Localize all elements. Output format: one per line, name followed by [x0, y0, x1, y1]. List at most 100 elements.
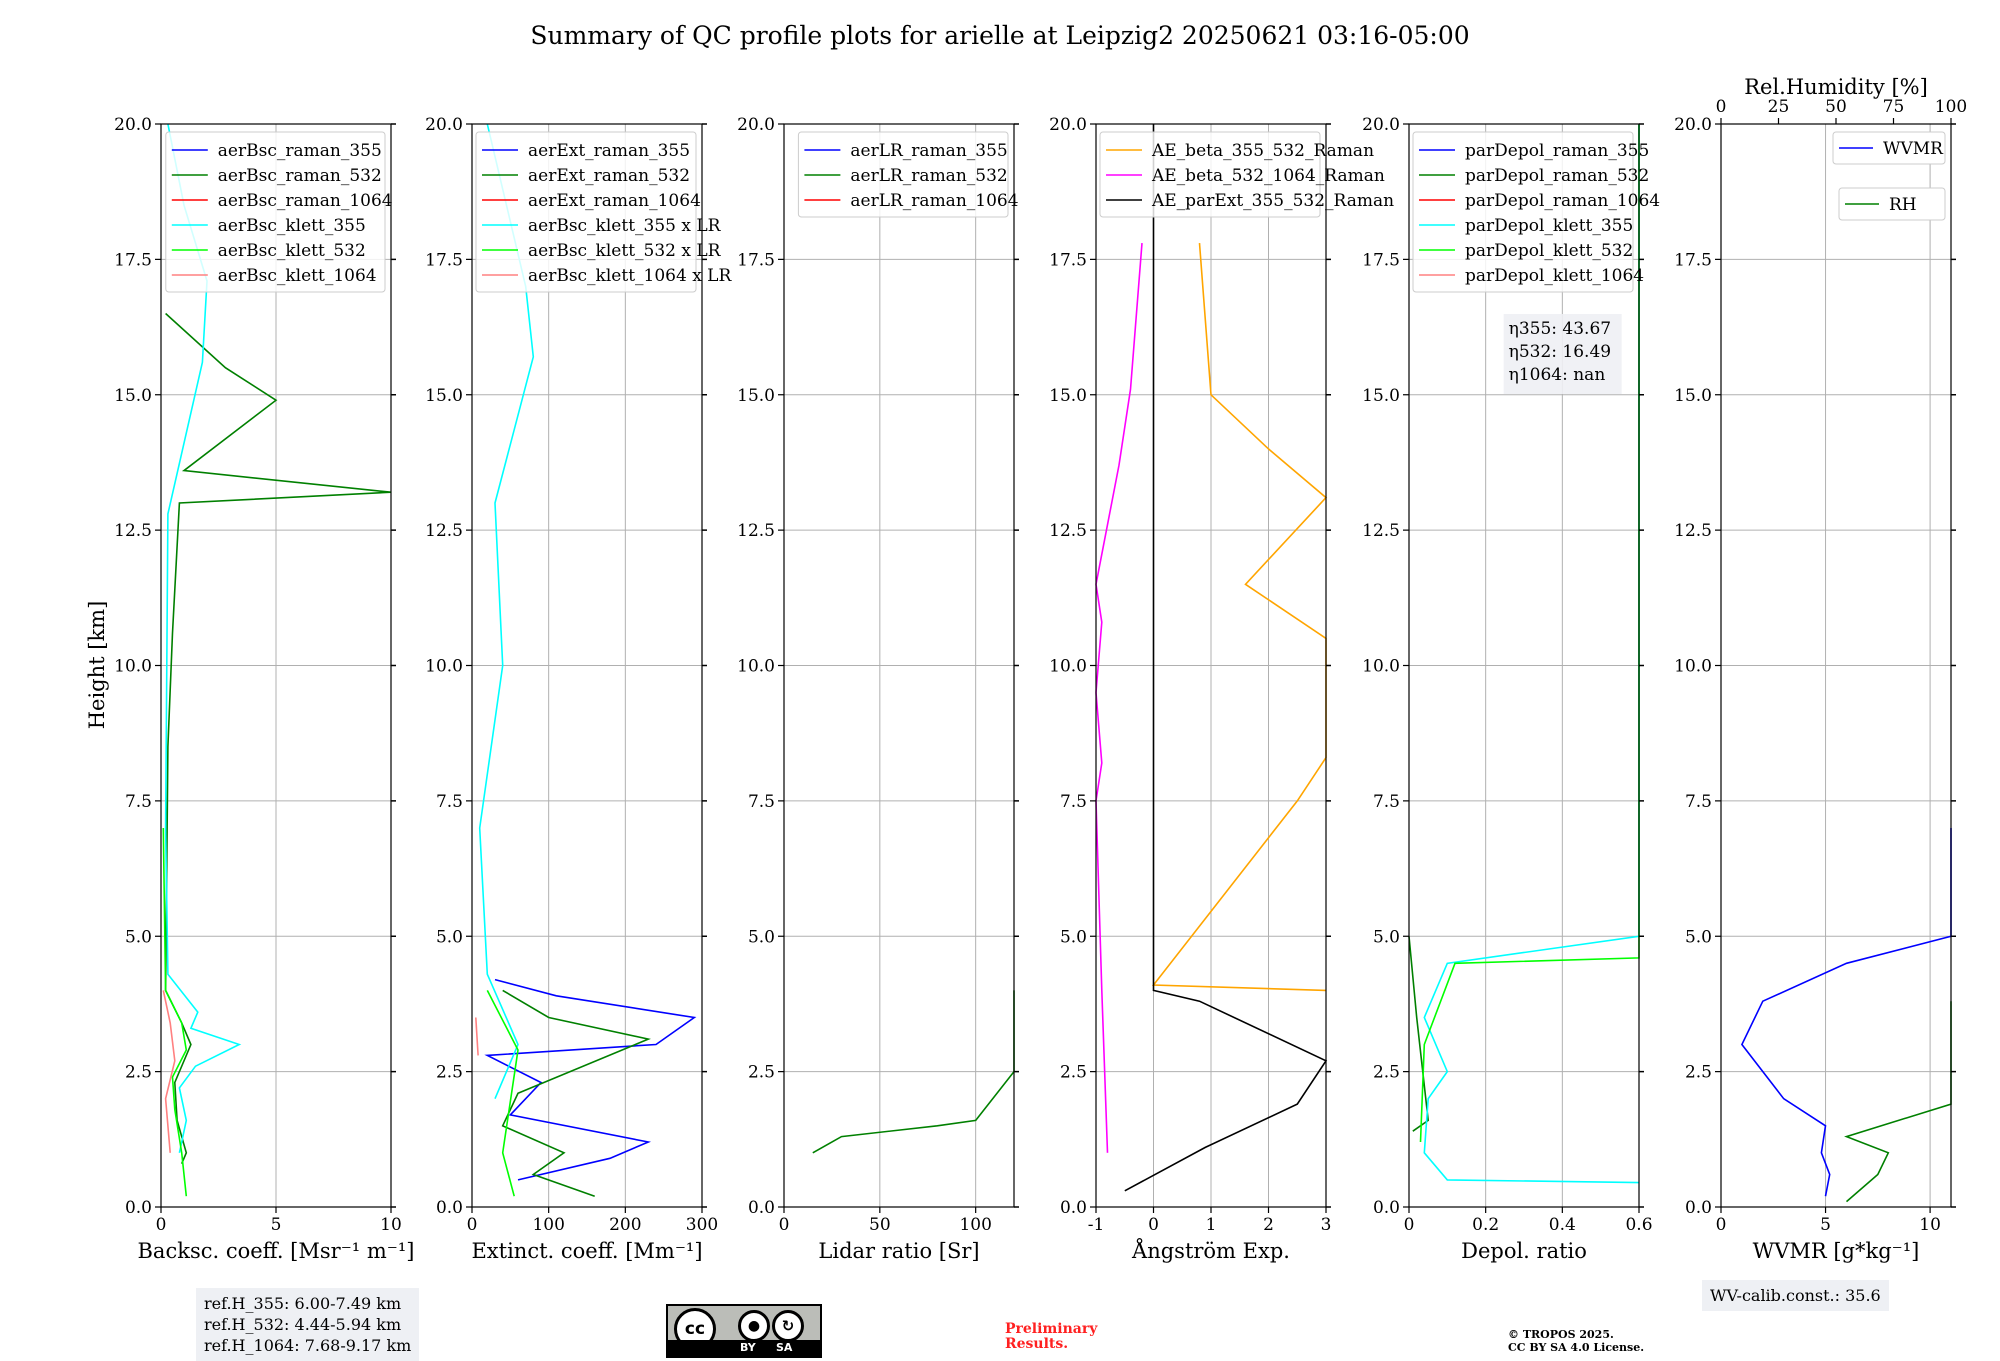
legend-label: parDepol_klett_532 — [1465, 241, 1633, 261]
eta-annotation: η355: 43.67 — [1509, 319, 1611, 339]
y-tick-label: 5.0 — [125, 927, 152, 947]
eta-annotation-box — [1503, 314, 1622, 394]
legend-label: aerBsc_klett_1064 x LR — [528, 266, 732, 286]
x-tick-label: 2 — [1263, 1215, 1274, 1235]
y-tick-label: 7.5 — [1685, 792, 1712, 812]
y-tick-label: 17.5 — [114, 250, 152, 270]
series-line-WVMR — [1740, 828, 1952, 1197]
y-tick-label: 15.0 — [1049, 386, 1087, 406]
panel-angstrom: 0.0 2.5 5.0 7.5 10.0 12.5 15.0 17.5 20.0 -1 0 1 2 3 Ån… — [1049, 115, 1394, 1263]
legend-box — [797, 131, 1009, 218]
legend-label: AE_beta_532_1064_Raman — [1151, 166, 1385, 186]
x-tick-label: 0 — [1148, 1215, 1159, 1235]
y-tick-label: 7.5 — [1373, 792, 1400, 812]
y-tick-label: 20.0 — [1049, 115, 1087, 135]
ref-height-532: ref.H_532: 4.44-5.94 km — [204, 1315, 402, 1334]
y-tick-label: 5.0 — [748, 927, 775, 947]
legend-box — [1412, 131, 1634, 293]
y-tick-label: 20.0 — [114, 115, 152, 135]
legend-label: parDepol_raman_532 — [1465, 166, 1649, 186]
panel-lidar_ratio: 0.0 2.5 5.0 7.5 10.0 12.5 15.0 17.5 20.0 0 50 100 Li… — [737, 115, 1019, 1263]
eta-annotation: η532: 16.49 — [1509, 342, 1611, 362]
x-axis-label: Ångström Exp. — [1131, 1238, 1290, 1263]
legend-label: parDepol_raman_1064 — [1465, 191, 1660, 211]
legend-label: aerLR_raman_1064 — [850, 191, 1018, 211]
attribution-icon: ● — [738, 1310, 770, 1342]
y-tick-label: 2.5 — [748, 1063, 775, 1083]
panel-depolarization: 0.0 2.5 5.0 7.5 10.0 12.5 15.0 17.5 20.0 0 0.2 0.4 0… — [1362, 115, 1660, 1263]
legend-label: aerBsc_klett_532 x LR — [528, 241, 722, 261]
legend-label: RH — [1889, 195, 1917, 215]
legend-label: aerExt_raman_355 — [528, 141, 690, 161]
y-tick-label: 10.0 — [1049, 657, 1087, 677]
legend-label: aerExt_raman_532 — [528, 166, 690, 186]
x-tick-label: 0.6 — [1625, 1215, 1652, 1235]
x-tick-label: 100 — [959, 1215, 991, 1235]
x-tick-label: -1 — [1088, 1215, 1105, 1235]
y-tick-label: 10.0 — [1362, 657, 1400, 677]
series-line-aerBsc_raman_532 — [164, 312, 392, 1165]
legend-label: aerBsc_raman_355 — [218, 141, 382, 161]
y-tick-label: 7.5 — [436, 792, 463, 812]
y-tick-label: 0.0 — [1373, 1198, 1400, 1218]
y-tick-label: 0.0 — [125, 1198, 152, 1218]
legend-label: AE_beta_355_532_Raman — [1151, 141, 1374, 161]
series-line-aerExt_raman_355 — [484, 978, 697, 1181]
series-line-aerBsc_klett_532 x LR — [486, 990, 519, 1197]
x-axis-label: Backsc. coeff. [Msr⁻¹ m⁻¹] — [138, 1239, 415, 1263]
legend-box — [1099, 131, 1321, 218]
series-line-aerExt_raman_532 — [501, 989, 651, 1197]
top-axis-label: Rel.Humidity [%] — [1744, 75, 1928, 99]
legend-box — [475, 131, 697, 293]
x-tick-label: 300 — [686, 1215, 718, 1235]
x-tick-label: 50 — [869, 1215, 891, 1235]
legend-label: parDepol_raman_355 — [1465, 141, 1649, 161]
top-x-tick-label: 25 — [1768, 97, 1790, 117]
series-line-RH — [1844, 1001, 1952, 1203]
x-tick-label: 0.2 — [1472, 1215, 1499, 1235]
y-tick-label: 17.5 — [1362, 250, 1400, 270]
series-line-AE_parExt_355_532_Raman — [1124, 124, 1328, 1192]
panel-water_vapor: 0.02.55.07.510.012.515.017.520.00 5 10WVMR… — [1674, 75, 1967, 1263]
y-axis-label: Height [km] — [85, 601, 109, 730]
license-by-label: BY — [740, 1341, 756, 1354]
y-tick-label: 17.5 — [1674, 250, 1712, 270]
x-tick-label: 0 — [1404, 1215, 1415, 1235]
y-tick-label: 15.0 — [425, 386, 463, 406]
x-axis-label: Extinct. coeff. [Mm⁻¹] — [471, 1239, 702, 1263]
top-x-tick-label: 75 — [1883, 97, 1905, 117]
y-tick-label: 17.5 — [425, 250, 463, 270]
cc-license-badge: cc ● ↻ BY SA — [666, 1304, 822, 1358]
y-tick-label: 12.5 — [425, 521, 463, 541]
legend-label: aerBsc_klett_355 — [218, 216, 366, 236]
y-tick-label: 20.0 — [1362, 115, 1400, 135]
y-tick-label: 12.5 — [1049, 521, 1087, 541]
y-tick-label: 5.0 — [1685, 927, 1712, 947]
y-tick-label: 7.5 — [1060, 792, 1087, 812]
wv-calibration-box: WV-calib.const.: 35.6 — [1702, 1280, 1889, 1311]
y-tick-label: 15.0 — [1674, 386, 1712, 406]
legend-label: aerLR_raman_355 — [850, 141, 1007, 161]
series-line-aerBsc_klett_355 — [164, 123, 242, 1153]
y-tick-label: 2.5 — [1060, 1063, 1087, 1083]
y-tick-label: 0.0 — [1060, 1198, 1087, 1218]
legend-label: parDepol_klett_355 — [1465, 216, 1633, 236]
y-tick-label: 2.5 — [1685, 1063, 1712, 1083]
eta-annotation: η1064: nan — [1509, 365, 1606, 385]
y-tick-label: 17.5 — [737, 250, 775, 270]
y-tick-label: 2.5 — [436, 1063, 463, 1083]
ref-height-355: ref.H_355: 6.00-7.49 km — [204, 1294, 402, 1313]
series-line-parDepol_raman_532 — [1408, 936, 1430, 1132]
x-tick-label: 5 — [271, 1215, 282, 1235]
y-tick-label: 12.5 — [1674, 521, 1712, 541]
y-tick-label: 5.0 — [1060, 927, 1087, 947]
x-tick-label: 0 — [1716, 1215, 1727, 1235]
top-x-tick-label: 0 — [1716, 97, 1727, 117]
x-tick-label: 0 — [467, 1215, 478, 1235]
x-tick-label: 200 — [609, 1215, 641, 1235]
x-axis-label: Depol. ratio — [1461, 1239, 1587, 1263]
y-tick-label: 12.5 — [737, 521, 775, 541]
x-tick-label: 1 — [1206, 1215, 1217, 1235]
top-x-tick-label: 50 — [1825, 97, 1847, 117]
